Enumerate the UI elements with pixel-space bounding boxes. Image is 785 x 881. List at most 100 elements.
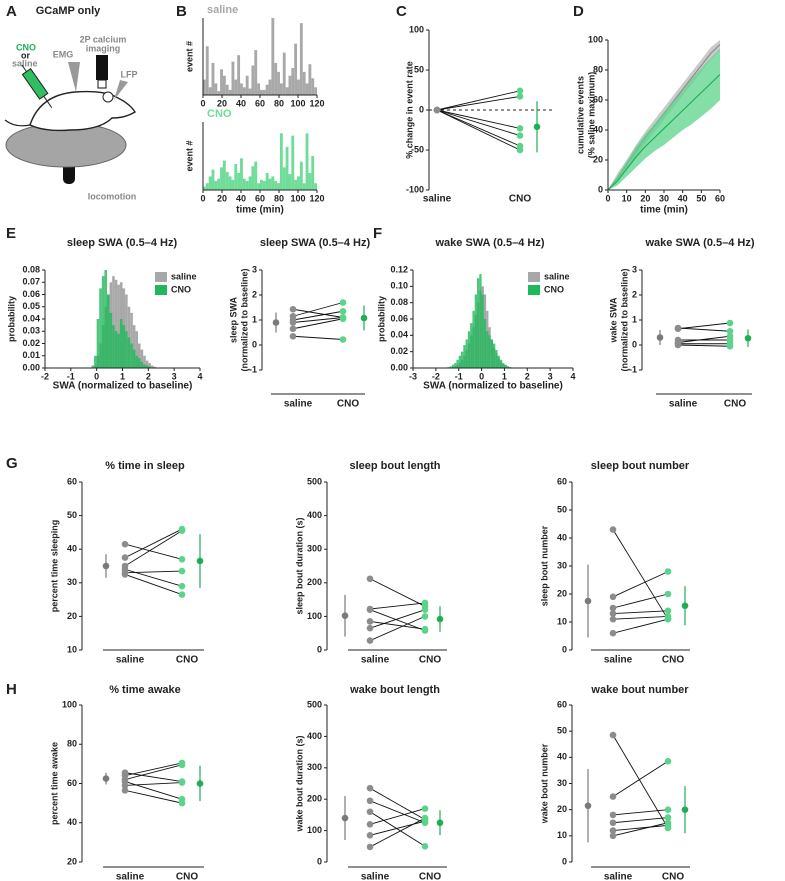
data-point — [609, 827, 617, 834]
data-point — [664, 615, 672, 623]
legend-swatch — [528, 272, 540, 282]
lfp-electrode — [114, 80, 128, 100]
histogram-bar — [222, 75, 226, 95]
data-point — [609, 731, 617, 739]
y-tick-label: 0 — [632, 339, 637, 349]
histogram-bar — [203, 79, 206, 95]
data-point — [339, 299, 347, 306]
histogram-bar — [305, 83, 309, 95]
x-tick-label: 20 — [217, 193, 227, 203]
y-tick-label: 0.10 — [390, 281, 408, 291]
histogram-bar — [251, 65, 255, 95]
histogram-bar — [297, 79, 300, 95]
histogram-bar — [231, 179, 235, 190]
histogram-bar — [262, 180, 266, 190]
histogram-bar — [274, 180, 278, 190]
data-point — [178, 582, 186, 590]
panel-label: H — [6, 681, 17, 698]
histogram-bar — [138, 343, 141, 368]
histogram-bar — [114, 331, 118, 368]
y-axis-label: probability — [376, 296, 386, 342]
histogram-bar — [294, 179, 298, 190]
mean-point — [436, 615, 444, 623]
y-tick-label: 60 — [593, 94, 603, 104]
histogram-bar — [474, 294, 477, 368]
histogram-bar — [477, 278, 480, 368]
x-tick-label: 0 — [200, 98, 205, 108]
histogram-bar — [248, 176, 252, 190]
y-tick-label: 0 — [317, 644, 322, 654]
pair-line — [612, 618, 669, 634]
chart-title: sleep bout number — [591, 460, 690, 472]
y-axis-label: percent time sleeping — [49, 520, 59, 613]
legend-swatch — [155, 272, 167, 282]
y-tick-label: 0.00 — [390, 362, 408, 372]
chart-title: sleep SWA (0.5–4 Hz) — [67, 237, 178, 249]
histogram-bar — [135, 355, 138, 368]
mean-point — [196, 557, 204, 565]
histogram-bar — [211, 62, 215, 95]
histogram-bar — [237, 173, 241, 190]
chart-title: sleep bout length — [349, 460, 440, 472]
histogram-bar — [117, 284, 120, 368]
y-tick-label: 200 — [307, 794, 322, 804]
histogram-bar — [311, 156, 315, 190]
x-tick-label: 120 — [309, 193, 324, 203]
mean-point — [656, 334, 664, 341]
histogram-bar — [288, 174, 292, 190]
histogram-bar — [451, 364, 455, 368]
histogram-bar — [148, 366, 151, 368]
data-point — [366, 784, 374, 792]
drug-label: or — [21, 50, 30, 60]
histogram-bar — [260, 179, 263, 190]
x-tick-label: CNO — [176, 872, 198, 881]
data-point — [516, 87, 524, 95]
histogram-bar — [138, 358, 141, 368]
data-point — [609, 819, 617, 827]
y-axis-label: sleep SWA — [228, 296, 238, 343]
pair-line — [369, 620, 426, 630]
mean-point — [744, 334, 752, 342]
y-tick-label: 0.06 — [22, 289, 40, 299]
data-point — [421, 599, 429, 607]
data-point — [178, 555, 186, 563]
histogram-bar — [467, 331, 471, 368]
y-tick-label: 0.12 — [390, 264, 408, 274]
chart-title: saline — [207, 4, 238, 16]
pair-line — [436, 90, 521, 111]
histogram-bar — [237, 55, 241, 95]
y-tick-label: 2 — [632, 289, 637, 299]
x-tick-label: CNO — [337, 399, 359, 410]
pair-line — [292, 317, 344, 323]
histogram-bar — [91, 365, 95, 368]
y-tick-label: 0.07 — [22, 277, 40, 287]
histogram-bar — [268, 79, 272, 95]
y-tick-label: 2 — [252, 289, 257, 299]
y-tick-label: 200 — [307, 577, 322, 587]
data-point — [674, 341, 682, 349]
histogram-bar — [205, 183, 209, 190]
histogram-bar — [493, 343, 496, 368]
mean-point — [360, 314, 368, 322]
y-tick-label: -1 — [629, 364, 637, 374]
x-tick-label: 0 — [605, 193, 610, 203]
pair-line — [124, 762, 183, 777]
pair-line — [369, 811, 426, 847]
x-tick-label: CNO — [176, 655, 198, 666]
data-point — [516, 132, 524, 139]
data-point — [664, 607, 672, 615]
pair-line — [369, 609, 426, 629]
histogram-bar — [486, 331, 489, 368]
histogram-bar — [117, 333, 120, 368]
histogram-bar — [265, 84, 269, 95]
histogram-bar — [506, 366, 509, 368]
y-tick-label: 500 — [307, 699, 322, 709]
y-tick-label: 0.04 — [22, 313, 40, 323]
y-tick-label: 20 — [557, 804, 567, 814]
pair-line — [436, 95, 521, 111]
data-point — [421, 814, 429, 822]
histogram-bar — [208, 176, 212, 190]
y-tick-label: 40 — [557, 532, 567, 542]
mouse-ear — [102, 91, 114, 103]
pair-line — [124, 772, 183, 782]
